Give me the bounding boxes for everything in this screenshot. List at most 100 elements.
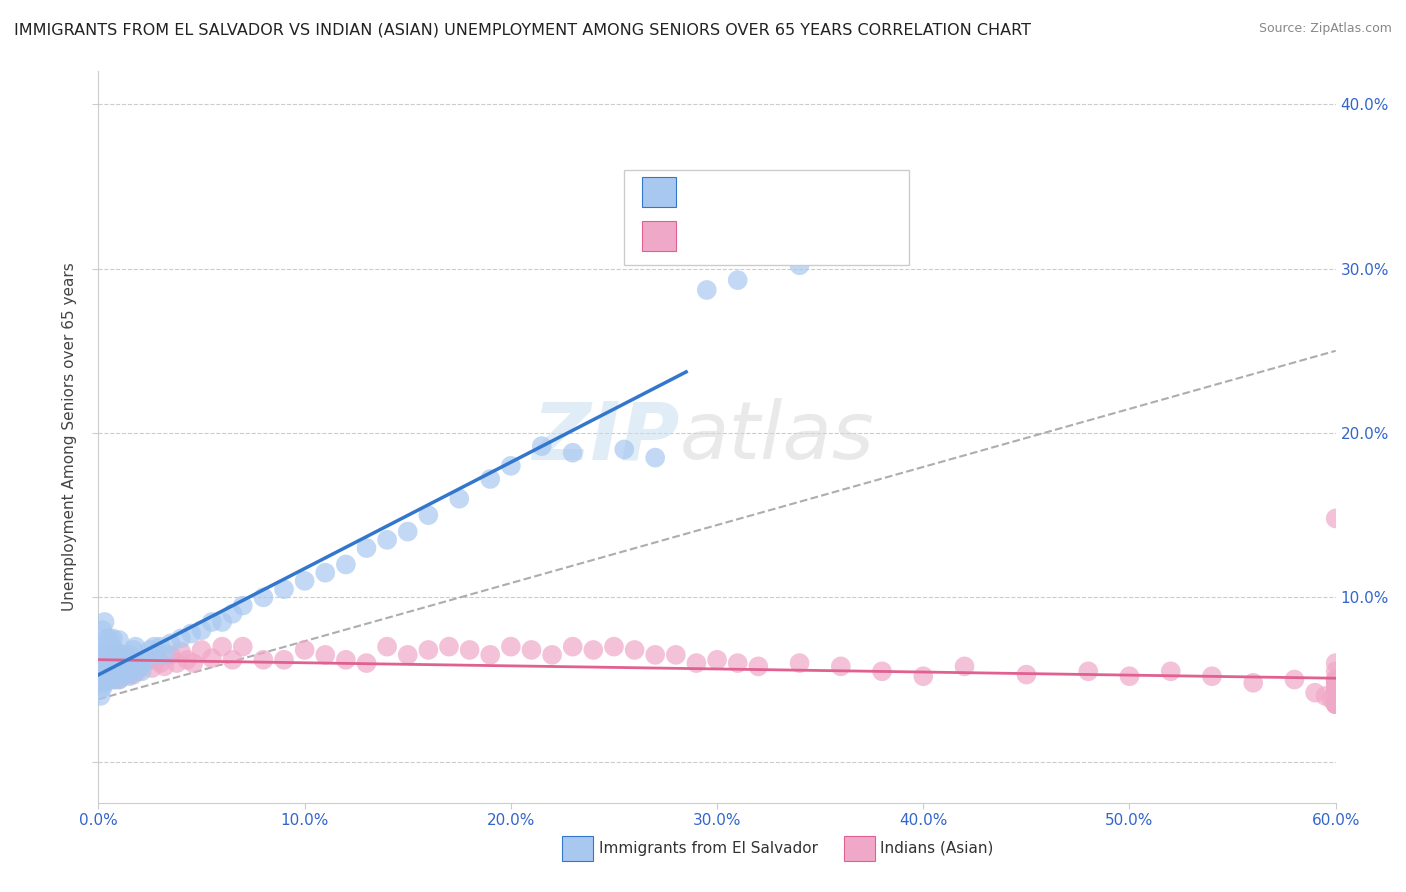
- Point: [211, 640, 233, 654]
- Text: atlas: atlas: [681, 398, 875, 476]
- Point: [91, 656, 114, 670]
- Point: [1324, 686, 1347, 700]
- Text: N =: N =: [779, 182, 815, 200]
- Point: [1324, 681, 1347, 695]
- Point: [97, 669, 120, 683]
- Point: [696, 283, 718, 297]
- Y-axis label: Unemployment Among Seniors over 65 years: Unemployment Among Seniors over 65 years: [62, 263, 77, 611]
- Point: [727, 273, 749, 287]
- Point: [141, 661, 163, 675]
- Point: [1077, 665, 1099, 679]
- Point: [143, 640, 166, 654]
- Point: [97, 632, 120, 646]
- Point: [190, 624, 212, 638]
- Point: [128, 659, 150, 673]
- Point: [418, 643, 440, 657]
- Point: [118, 667, 141, 681]
- Point: [1324, 689, 1347, 703]
- Point: [644, 450, 666, 465]
- Point: [181, 656, 204, 670]
- Text: Immigrants from El Salvador: Immigrants from El Salvador: [599, 841, 818, 855]
- Point: [112, 648, 135, 662]
- Point: [458, 643, 481, 657]
- Point: [114, 667, 136, 681]
- Point: [118, 648, 141, 662]
- Point: [93, 615, 115, 629]
- Point: [953, 659, 976, 673]
- Point: [727, 656, 749, 670]
- Point: [1015, 667, 1038, 681]
- Point: [1324, 692, 1347, 706]
- Point: [273, 653, 295, 667]
- Point: [1201, 669, 1223, 683]
- Point: [108, 673, 131, 687]
- Point: [93, 675, 115, 690]
- Text: 0.104: 0.104: [730, 226, 776, 244]
- Point: [252, 653, 274, 667]
- Point: [117, 661, 139, 675]
- Point: [232, 599, 254, 613]
- Text: Indians (Asian): Indians (Asian): [880, 841, 994, 855]
- Point: [499, 640, 522, 654]
- Point: [356, 656, 378, 670]
- Point: [1324, 697, 1347, 711]
- Point: [1324, 665, 1347, 679]
- Point: [93, 648, 115, 662]
- Point: [105, 669, 128, 683]
- Point: [159, 648, 181, 662]
- Point: [96, 648, 118, 662]
- Point: [479, 648, 502, 662]
- Point: [91, 675, 114, 690]
- Point: [1324, 673, 1347, 687]
- Point: [104, 673, 127, 687]
- Point: [127, 659, 149, 673]
- Point: [1324, 656, 1347, 670]
- Point: [644, 648, 666, 662]
- Point: [104, 648, 127, 662]
- Point: [89, 648, 111, 662]
- Point: [101, 669, 124, 683]
- Point: [93, 669, 115, 683]
- Point: [418, 508, 440, 523]
- Text: R =: R =: [689, 226, 724, 244]
- Point: [273, 582, 295, 596]
- Point: [122, 667, 145, 681]
- Point: [1284, 673, 1306, 687]
- Point: [89, 648, 111, 662]
- Point: [132, 656, 155, 670]
- Point: [706, 653, 728, 667]
- Point: [176, 653, 198, 667]
- Point: [100, 651, 122, 665]
- Point: [145, 648, 167, 662]
- Point: [1324, 675, 1347, 690]
- Point: [136, 653, 159, 667]
- Point: [105, 644, 128, 658]
- Point: [89, 665, 111, 679]
- Point: [1303, 686, 1326, 700]
- Point: [190, 643, 212, 657]
- Point: [201, 651, 224, 665]
- Text: Source: ZipAtlas.com: Source: ZipAtlas.com: [1258, 22, 1392, 36]
- Point: [294, 643, 316, 657]
- Point: [530, 439, 553, 453]
- Text: 78: 78: [820, 182, 841, 200]
- Point: [437, 640, 460, 654]
- Point: [1324, 686, 1347, 700]
- FancyBboxPatch shape: [624, 170, 908, 265]
- Point: [128, 656, 150, 670]
- Point: [1324, 686, 1347, 700]
- Point: [449, 491, 471, 506]
- Point: [91, 656, 114, 670]
- Point: [603, 640, 626, 654]
- Point: [131, 665, 153, 679]
- Point: [294, 574, 316, 588]
- Point: [1118, 669, 1140, 683]
- Point: [396, 648, 419, 662]
- Point: [108, 673, 131, 687]
- Point: [1324, 673, 1347, 687]
- Point: [132, 656, 155, 670]
- Point: [159, 636, 181, 650]
- Point: [1324, 511, 1347, 525]
- Point: [153, 648, 176, 662]
- Point: [127, 665, 149, 679]
